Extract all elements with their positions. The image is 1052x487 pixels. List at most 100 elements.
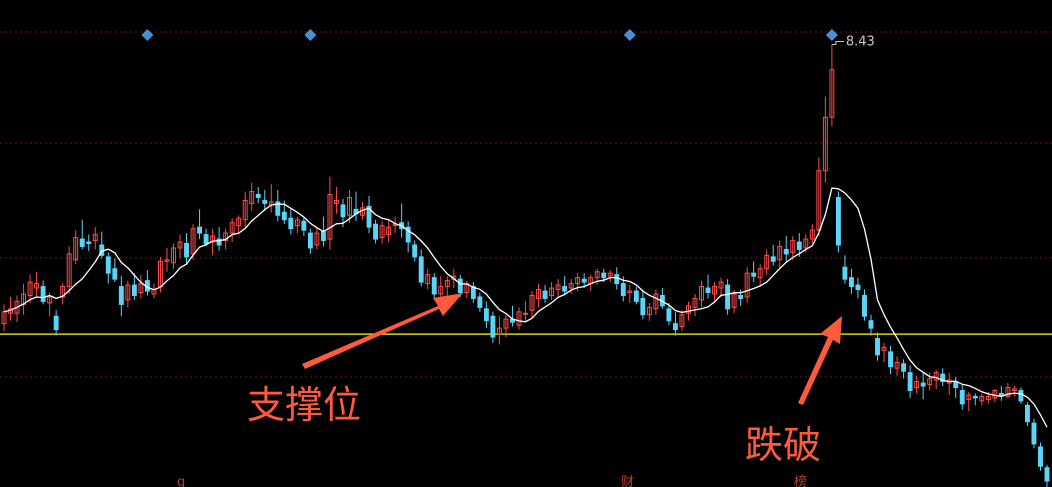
candle	[353, 191, 359, 222]
candle-body	[496, 327, 502, 335]
candle	[66, 246, 72, 294]
candle	[953, 377, 959, 398]
candle	[914, 375, 920, 394]
candle	[633, 286, 639, 305]
candle-body	[307, 232, 313, 249]
candle-body	[653, 293, 659, 310]
candle-body	[66, 253, 72, 288]
candle-body	[862, 294, 867, 317]
support-annotation: 支撑位	[247, 383, 361, 427]
candle-body	[431, 277, 437, 295]
candle	[796, 233, 802, 257]
candle	[412, 240, 418, 262]
candle-body	[288, 217, 294, 230]
candle	[307, 228, 313, 254]
candle-body	[966, 394, 972, 400]
candle-body	[594, 271, 600, 279]
event-marker[interactable]	[304, 29, 317, 41]
candle-body	[666, 308, 672, 322]
candle	[907, 365, 913, 398]
candle	[725, 279, 731, 315]
candle	[640, 289, 646, 320]
candle-body	[581, 278, 587, 283]
candle-body	[203, 234, 209, 244]
candle	[966, 391, 972, 412]
candle	[516, 307, 522, 330]
candle-body	[764, 254, 770, 270]
candle-body	[627, 290, 633, 293]
event-marker[interactable]	[825, 29, 838, 41]
candle-body	[927, 378, 933, 386]
candle-body	[27, 281, 33, 296]
candle	[888, 345, 894, 375]
candle-body	[86, 241, 92, 244]
candle	[718, 277, 724, 297]
moving-average-line	[3, 187, 1048, 428]
candle	[171, 243, 176, 269]
candle-body	[1005, 387, 1011, 397]
candle	[268, 184, 274, 213]
candle	[184, 233, 189, 265]
candle-body	[751, 272, 757, 277]
candle-body	[992, 389, 998, 399]
candle	[21, 283, 27, 315]
candle-body	[281, 211, 287, 221]
candle	[653, 289, 659, 315]
candle-body	[914, 381, 920, 389]
candle-body	[855, 284, 861, 291]
candle-body	[679, 314, 685, 328]
candle	[1011, 386, 1017, 397]
candle	[529, 291, 535, 318]
candle	[203, 228, 209, 247]
candle-body	[483, 308, 489, 322]
candle-body	[197, 226, 203, 234]
candle-body	[301, 220, 307, 231]
candle	[340, 198, 346, 228]
candle	[862, 289, 867, 321]
candle-body	[738, 294, 744, 299]
event-marker[interactable]	[623, 29, 636, 41]
candle-body	[379, 225, 385, 239]
candle	[431, 273, 437, 299]
candle	[236, 215, 242, 235]
breakdown-arrow	[798, 316, 842, 405]
candle-body	[555, 284, 561, 291]
candle-body	[216, 238, 222, 246]
candle-body	[979, 395, 985, 402]
candle-body	[757, 268, 763, 279]
event-marker[interactable]	[141, 29, 154, 41]
candle-body	[164, 259, 170, 262]
candle-body	[386, 226, 392, 236]
candle	[751, 261, 757, 283]
candle	[835, 191, 841, 253]
candle	[405, 221, 411, 253]
candle	[523, 301, 528, 321]
candle-body	[438, 286, 444, 295]
candle-body	[562, 286, 568, 292]
candle-body	[549, 287, 555, 296]
candle-body	[646, 306, 652, 316]
candle-body	[848, 277, 854, 288]
candle-body	[444, 280, 450, 288]
candle-body	[868, 320, 874, 329]
candle-body	[672, 323, 678, 331]
candle	[764, 249, 770, 275]
candle	[210, 228, 216, 256]
candle	[646, 302, 652, 321]
candle	[470, 282, 476, 303]
candle-body	[347, 196, 352, 216]
event-label-bang: 榜	[794, 474, 807, 487]
candle-body	[125, 284, 131, 301]
candle-body	[366, 205, 372, 228]
candle-body	[809, 229, 815, 240]
candle-body	[933, 372, 939, 381]
candle	[275, 190, 281, 222]
candle-body	[327, 194, 333, 240]
candles	[1, 44, 1050, 487]
candle	[144, 270, 150, 296]
candle-body	[783, 248, 789, 255]
candle-body	[294, 219, 300, 227]
candle-body	[314, 232, 320, 246]
candle-body	[920, 382, 926, 387]
candle-body	[907, 372, 913, 391]
